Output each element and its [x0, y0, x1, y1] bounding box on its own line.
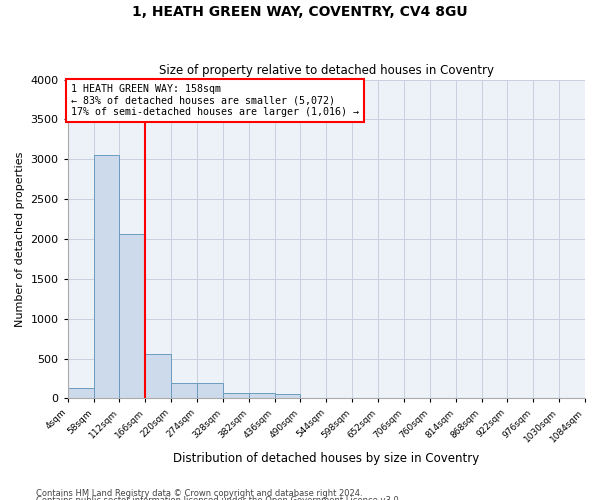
Bar	[197, 382, 223, 398]
Bar	[145, 354, 171, 399]
Bar	[249, 393, 275, 398]
Bar	[94, 154, 119, 398]
Text: 1, HEATH GREEN WAY, COVENTRY, CV4 8GU: 1, HEATH GREEN WAY, COVENTRY, CV4 8GU	[132, 5, 468, 19]
Text: 1 HEATH GREEN WAY: 158sqm
← 83% of detached houses are smaller (5,072)
17% of se: 1 HEATH GREEN WAY: 158sqm ← 83% of detac…	[71, 84, 359, 116]
Bar	[223, 392, 249, 398]
Bar	[119, 234, 145, 398]
Bar	[275, 394, 301, 398]
Bar	[171, 382, 197, 398]
Text: Contains public sector information licensed under the Open Government Licence v3: Contains public sector information licen…	[36, 496, 401, 500]
Title: Size of property relative to detached houses in Coventry: Size of property relative to detached ho…	[159, 64, 494, 77]
Text: Contains HM Land Registry data © Crown copyright and database right 2024.: Contains HM Land Registry data © Crown c…	[36, 488, 362, 498]
X-axis label: Distribution of detached houses by size in Coventry: Distribution of detached houses by size …	[173, 452, 479, 465]
Y-axis label: Number of detached properties: Number of detached properties	[15, 152, 25, 326]
Bar	[68, 388, 94, 398]
